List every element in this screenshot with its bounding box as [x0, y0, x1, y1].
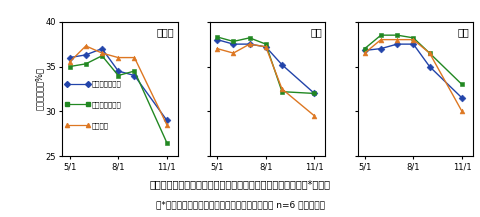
Text: 図２　緩傾斜地園における亜主枝・主枝・主幹の体積含水率*の変化: 図２ 緩傾斜地園における亜主枝・主枝・主幹の体積含水率*の変化 [149, 179, 331, 189]
Y-axis label: 体積含水率（%）: 体積含水率（%） [35, 67, 44, 110]
Text: 隔年交互生産年: 隔年交互生産年 [91, 80, 121, 87]
Text: 主幹: 主幹 [457, 27, 469, 37]
Text: 隔年交互遊休年: 隔年交互遊休年 [91, 101, 121, 108]
Text: 主枝: 主枝 [310, 27, 322, 37]
Text: 上部摘果: 上部摘果 [91, 122, 108, 129]
Text: （*：隔年交互遊休年、生産年、上部摘果ともに n=6 の平均値）: （*：隔年交互遊休年、生産年、上部摘果ともに n=6 の平均値） [156, 201, 324, 210]
Text: 亜主枝: 亜主枝 [156, 27, 174, 37]
